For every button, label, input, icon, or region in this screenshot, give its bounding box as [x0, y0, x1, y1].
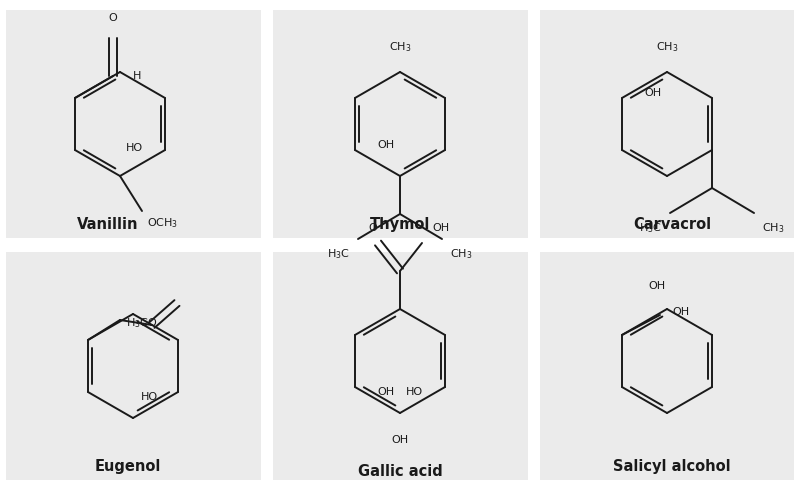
- Text: HO: HO: [126, 143, 143, 153]
- FancyBboxPatch shape: [6, 10, 261, 238]
- Text: OH: OH: [672, 307, 689, 317]
- Text: Eugenol: Eugenol: [95, 459, 161, 475]
- Text: HO: HO: [406, 387, 423, 397]
- Text: Thymol: Thymol: [370, 218, 430, 233]
- Text: H: H: [133, 71, 142, 81]
- Text: H$_3$CO: H$_3$CO: [126, 316, 158, 330]
- Text: OH: OH: [644, 88, 661, 98]
- Text: Carvacrol: Carvacrol: [633, 218, 711, 233]
- Text: OH: OH: [649, 281, 666, 291]
- Text: OH: OH: [377, 387, 394, 397]
- FancyBboxPatch shape: [6, 252, 261, 480]
- Text: Gallic acid: Gallic acid: [358, 464, 442, 480]
- Text: HO: HO: [141, 392, 158, 402]
- FancyBboxPatch shape: [539, 10, 794, 238]
- Text: CH$_3$: CH$_3$: [762, 221, 785, 235]
- Text: OH: OH: [391, 435, 409, 445]
- Text: CH$_3$: CH$_3$: [389, 40, 411, 54]
- FancyBboxPatch shape: [273, 10, 527, 238]
- Text: OCH$_3$: OCH$_3$: [147, 216, 178, 230]
- Text: Salicyl alcohol: Salicyl alcohol: [613, 459, 731, 475]
- Text: H$_3$C: H$_3$C: [639, 221, 662, 235]
- FancyBboxPatch shape: [539, 252, 794, 480]
- Text: H$_3$C: H$_3$C: [327, 247, 350, 261]
- Text: CH$_3$: CH$_3$: [450, 247, 473, 261]
- Text: OH: OH: [377, 140, 394, 150]
- Text: Vanillin: Vanillin: [78, 218, 138, 233]
- Text: OH: OH: [432, 223, 449, 233]
- Text: CH$_3$: CH$_3$: [656, 40, 678, 54]
- Text: O: O: [109, 13, 118, 23]
- FancyBboxPatch shape: [273, 252, 527, 480]
- Text: O: O: [369, 223, 378, 233]
